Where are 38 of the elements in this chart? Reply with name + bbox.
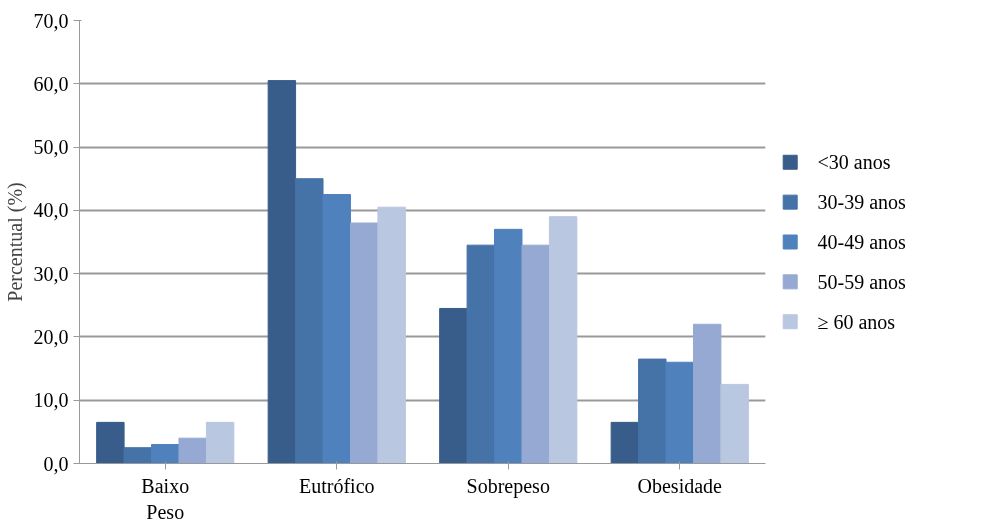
legend-label: 50-59 anos <box>817 270 907 293</box>
bar <box>692 323 722 464</box>
y-tick-label: 0,0 <box>43 452 69 475</box>
bar <box>123 447 153 464</box>
bar <box>96 421 125 464</box>
y-tick-label: 60,0 <box>33 72 69 95</box>
bar <box>494 228 523 464</box>
bar <box>205 421 235 464</box>
bar <box>322 194 351 464</box>
bar <box>720 383 749 464</box>
legend-label: <30 anos <box>817 151 891 174</box>
x-tick-label: Obesidade <box>637 474 723 497</box>
y-axis-title: Percentual (%) <box>3 182 27 302</box>
legend-label: ≥ 60 anos <box>817 310 896 333</box>
y-tick-label: 20,0 <box>33 325 69 348</box>
bar <box>548 216 578 464</box>
bar <box>295 178 324 464</box>
bar <box>267 80 297 464</box>
bar <box>349 222 379 464</box>
legend-label: 30-39 anos <box>817 191 907 214</box>
bar <box>151 444 180 464</box>
x-tick-label: Eutrófico <box>298 474 375 497</box>
bar <box>638 358 667 464</box>
y-tick-label: 10,0 <box>33 389 69 412</box>
y-tick-label: 50,0 <box>33 136 69 159</box>
bar <box>466 244 496 464</box>
bar <box>439 307 468 464</box>
bar <box>610 421 640 464</box>
bar <box>521 244 550 464</box>
y-tick-label: 40,0 <box>33 199 69 222</box>
x-tick-label: Sobrepeso <box>466 474 550 498</box>
bar <box>178 437 207 464</box>
bar <box>665 361 694 464</box>
legend-label: 40-49 anos <box>817 231 907 253</box>
bar <box>377 206 406 464</box>
y-tick-label: 30,0 <box>33 262 69 285</box>
x-tick-label: Baixo Peso <box>141 474 190 523</box>
y-tick-label: 70,0 <box>33 9 69 32</box>
